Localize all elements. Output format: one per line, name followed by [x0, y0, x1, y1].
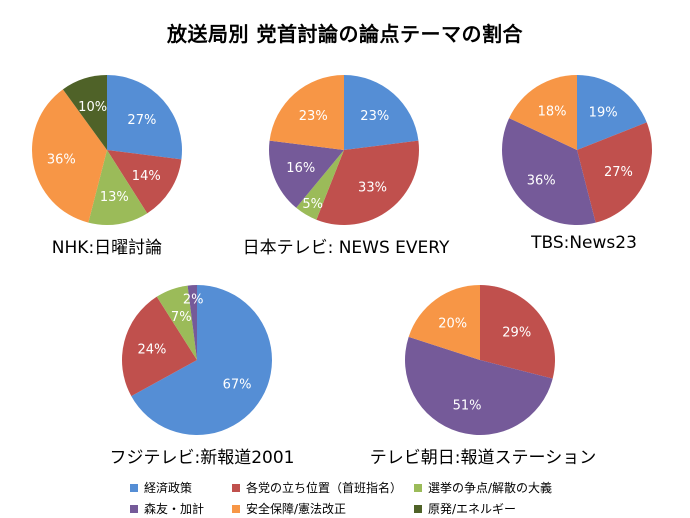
pie-data-label: 14% [132, 169, 161, 184]
pie-slice-moritomo [404, 336, 553, 436]
legend-label: 安全保障/憲法改正 [246, 502, 347, 516]
legend-swatch [130, 504, 138, 513]
legend-swatch [414, 504, 422, 513]
pie-nhk: 27% 14%13% 36% 10% [31, 75, 183, 226]
legend-item-security: 安全保障/憲法改正 [232, 500, 346, 517]
pie-data-label: 23% [299, 109, 328, 124]
pie-data-label: 5% [302, 197, 323, 212]
pie-slice-party-position [577, 122, 652, 223]
pie-data-label: 24% [138, 342, 167, 357]
pie-data-label: 19% [589, 106, 618, 121]
pie-slice-moritomo [502, 118, 596, 225]
pie-slice-party-position [122, 296, 197, 397]
legend-item-moritomo: 森友・加計 [130, 500, 204, 517]
legend-swatch [130, 483, 138, 492]
pie-data-label: 18% [538, 105, 567, 120]
pie-title-tbs: TBS:News23 [531, 233, 637, 253]
legend-swatch [232, 504, 240, 513]
legend-item-nuclear: 原発/エネルギー [414, 500, 516, 517]
pie-data-label: 10% [78, 100, 107, 115]
pie-slice-economy [577, 75, 647, 150]
pie-slice-election-issue [156, 285, 197, 360]
pie-slice-moritomo [187, 285, 197, 360]
pie-slice-party-position [480, 285, 555, 379]
pie-slice-economy [131, 285, 272, 436]
pie-data-label: 7% [171, 310, 192, 325]
pie-title-nhk: NHK:日曜討論 [51, 238, 163, 258]
legend-label: 選挙の争点/解散の大義 [428, 481, 553, 495]
legend-label: 経済政策 [144, 481, 193, 495]
pie-asahi: 29% 51% 20% [404, 285, 555, 436]
pie-data-label: 36% [527, 174, 556, 189]
legend-label: 原発/エネルギー [428, 502, 517, 516]
pie-data-label: 67% [223, 378, 252, 393]
pie-slice-security [269, 75, 344, 150]
pie-slice-economy [107, 75, 183, 160]
pie-data-label: 23% [360, 109, 389, 124]
pie-slice-party-position [107, 150, 182, 214]
pie-slice-election-issue [296, 150, 344, 220]
pie-slice-security [509, 75, 577, 150]
pie-title-fuji: フジテレビ:新報道2001 [109, 448, 295, 468]
pie-slice-nuclear [62, 75, 107, 150]
pie-slice-party-position [316, 140, 419, 225]
pie-slice-security [31, 89, 107, 223]
pie-data-label: 13% [100, 190, 129, 205]
pie-data-label: 36% [47, 153, 76, 168]
pie-tbs: 19% 27% 36% 18% [502, 75, 652, 225]
legend-swatch [232, 483, 240, 492]
pie-title-asahi: テレビ朝日:報道ステーション [369, 448, 597, 468]
legend-label: 森友・加計 [144, 502, 205, 516]
legend-item-party-position: 各党の立ち位置（首班指名） [232, 479, 402, 496]
pie-ntv: 23% 33% 5% 16% 23% [269, 75, 419, 225]
pie-title-ntv: 日本テレビ: NEWS EVERY [242, 238, 450, 258]
pie-data-label: 16% [286, 161, 315, 176]
pie-data-label: 29% [502, 325, 531, 340]
pie-slice-economy [344, 75, 419, 150]
pie-data-label: 33% [358, 181, 387, 196]
pie-slice-security [408, 285, 480, 360]
pie-data-label: 27% [127, 113, 156, 128]
chart-title: 放送局別 党首討論の論点テーマの割合 [167, 22, 523, 46]
pie-data-label: 2% [183, 293, 204, 308]
legend-swatch [414, 483, 422, 492]
pie-data-label: 27% [604, 165, 633, 180]
legend-item-economy: 経済政策 [130, 479, 192, 496]
pie-data-label: 51% [453, 399, 482, 414]
pie-slice-moritomo [269, 140, 344, 208]
legend-label: 各党の立ち位置（首班指名） [246, 481, 403, 495]
pie-slice-election-issue [88, 150, 148, 226]
pie-data-label: 20% [438, 316, 467, 331]
legend-item-election-issue: 選挙の争点/解散の大義 [414, 479, 552, 496]
pie-fuji: 67% 24% 7% 2% [122, 285, 272, 436]
